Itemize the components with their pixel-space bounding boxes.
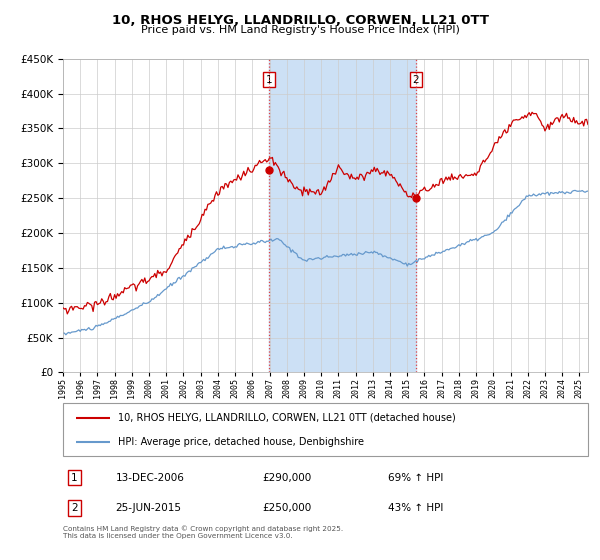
Text: 10, RHOS HELYG, LLANDRILLO, CORWEN, LL21 0TT: 10, RHOS HELYG, LLANDRILLO, CORWEN, LL21…	[112, 14, 488, 27]
Text: £250,000: £250,000	[263, 503, 312, 514]
Text: Contains HM Land Registry data © Crown copyright and database right 2025.
This d: Contains HM Land Registry data © Crown c…	[63, 525, 343, 539]
Text: 1: 1	[71, 473, 78, 483]
Bar	[269, 59, 416, 372]
Text: 10, RHOS HELYG, LLANDRILLO, CORWEN, LL21 0TT (detached house): 10, RHOS HELYG, LLANDRILLO, CORWEN, LL21…	[118, 413, 456, 423]
Text: 2: 2	[412, 74, 419, 85]
Text: 43% ↑ HPI: 43% ↑ HPI	[389, 503, 444, 514]
Text: 25-JUN-2015: 25-JUN-2015	[115, 503, 182, 514]
Text: £290,000: £290,000	[263, 473, 312, 483]
Text: HPI: Average price, detached house, Denbighshire: HPI: Average price, detached house, Denb…	[118, 437, 364, 447]
Text: 69% ↑ HPI: 69% ↑ HPI	[389, 473, 444, 483]
FancyBboxPatch shape	[63, 403, 588, 456]
Text: Price paid vs. HM Land Registry's House Price Index (HPI): Price paid vs. HM Land Registry's House …	[140, 25, 460, 35]
Text: 1: 1	[266, 74, 272, 85]
Text: 2: 2	[71, 503, 78, 514]
Text: 13-DEC-2006: 13-DEC-2006	[115, 473, 184, 483]
